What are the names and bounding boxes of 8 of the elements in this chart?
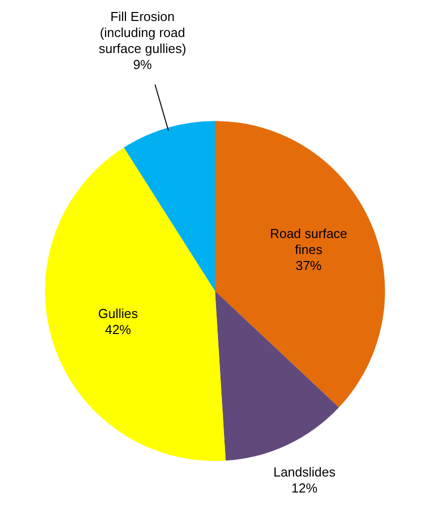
data-label: 12% [291,480,318,496]
data-label: 9% [133,56,152,72]
slice-label: Fill Erosion (including road surface gullies) [98,8,186,56]
data-label: 37% [296,258,322,274]
data-label: 42% [104,322,132,338]
slice-label: Road surface fines [270,226,348,258]
slice-label: Landslides [273,464,336,480]
slice-label: Gullies [98,306,138,322]
